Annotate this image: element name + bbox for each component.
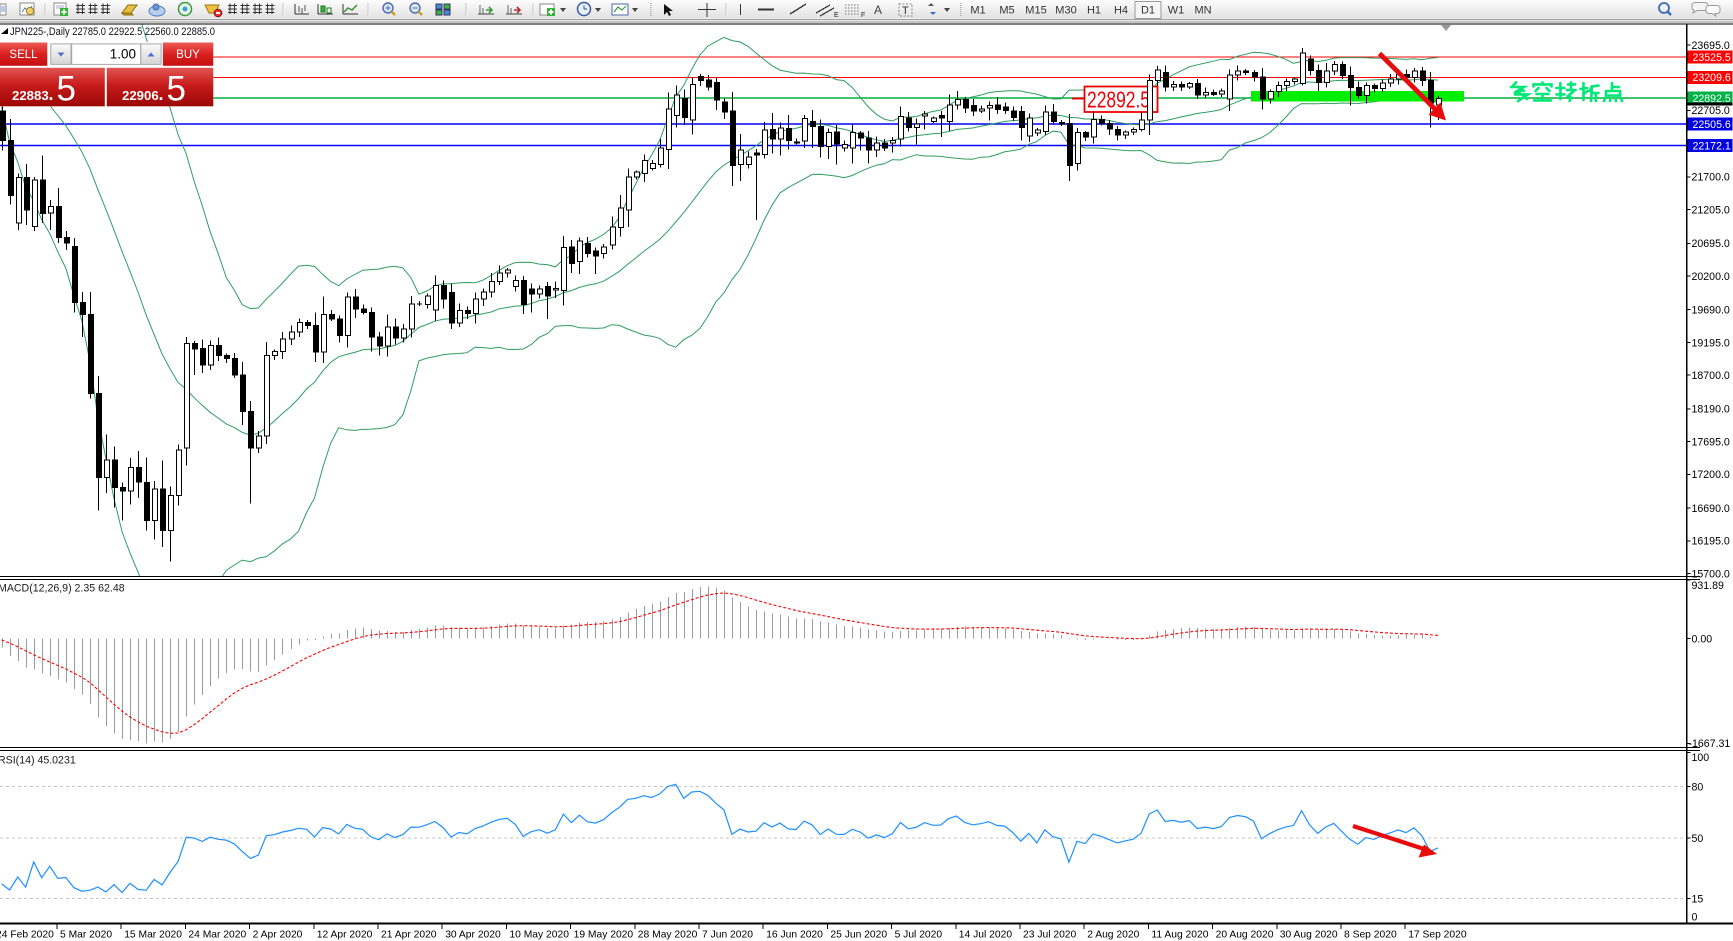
svg-text:M15: M15 (1025, 5, 1046, 17)
svg-text:22892.5: 22892.5 (1693, 93, 1731, 105)
svg-text:MACD(12,26,9) 2.35 62.48: MACD(12,26,9) 2.35 62.48 (0, 583, 125, 595)
svg-text:8 Sep 2020: 8 Sep 2020 (1344, 930, 1397, 941)
svg-text:16690.0: 16690.0 (1692, 503, 1730, 515)
svg-text:19 May 2020: 19 May 2020 (574, 930, 634, 941)
svg-text:-1667.31: -1667.31 (1689, 738, 1731, 750)
svg-text:10 May 2020: 10 May 2020 (509, 930, 569, 941)
svg-text:.: . (49, 84, 54, 104)
svg-text:1.00: 1.00 (110, 47, 136, 62)
svg-text:5 Mar 2020: 5 Mar 2020 (60, 930, 112, 941)
svg-text:50: 50 (1692, 833, 1704, 845)
svg-text:23209.6: 23209.6 (1693, 72, 1731, 84)
svg-text:BUY: BUY (176, 49, 200, 61)
svg-text:18700.0: 18700.0 (1692, 370, 1730, 382)
svg-text:17 Sep 2020: 17 Sep 2020 (1408, 930, 1467, 941)
svg-text:22705.0: 22705.0 (1692, 105, 1730, 117)
svg-text:JPN225-,Daily 22785.0 22922.5: JPN225-,Daily 22785.0 22922.5 22560.0 22… (10, 26, 215, 38)
svg-text:15: 15 (1692, 893, 1704, 905)
svg-text:SELL: SELL (9, 49, 38, 61)
svg-text:30 Aug 2020: 30 Aug 2020 (1280, 930, 1338, 941)
svg-text:F: F (861, 12, 865, 19)
svg-text:20695.0: 20695.0 (1692, 238, 1730, 250)
svg-text:W1: W1 (1168, 5, 1185, 17)
svg-text:RSI(14) 45.0231: RSI(14) 45.0231 (0, 755, 76, 767)
svg-text:15700.0: 15700.0 (1692, 568, 1730, 580)
svg-text:28 May 2020: 28 May 2020 (638, 930, 698, 941)
svg-text:22883: 22883 (12, 88, 49, 103)
svg-text:H4: H4 (1114, 5, 1128, 17)
svg-text:22906: 22906 (122, 88, 159, 103)
svg-text:MN: MN (1194, 5, 1211, 17)
svg-text:E: E (834, 12, 839, 19)
svg-text:16 Jun 2020: 16 Jun 2020 (766, 930, 823, 941)
svg-text:15 Mar 2020: 15 Mar 2020 (124, 930, 182, 941)
svg-text:80: 80 (1692, 781, 1704, 793)
svg-text:M30: M30 (1055, 5, 1076, 17)
svg-text:5: 5 (57, 70, 76, 109)
svg-text:0.00: 0.00 (1692, 634, 1713, 646)
svg-text:21205.0: 21205.0 (1692, 204, 1730, 216)
svg-text:20200.0: 20200.0 (1692, 271, 1730, 283)
svg-text:12 Apr 2020: 12 Apr 2020 (317, 930, 373, 941)
svg-text:A: A (874, 3, 882, 17)
svg-text:20 Aug 2020: 20 Aug 2020 (1216, 930, 1274, 941)
svg-text:7 Jun 2020: 7 Jun 2020 (702, 930, 753, 941)
svg-text:23 Jul 2020: 23 Jul 2020 (1023, 930, 1077, 941)
svg-text:5 Jul 2020: 5 Jul 2020 (895, 930, 943, 941)
svg-text:18190.0: 18190.0 (1692, 404, 1730, 416)
svg-text:30 Apr 2020: 30 Apr 2020 (445, 930, 501, 941)
svg-text:0: 0 (1692, 912, 1698, 924)
svg-text:2 Aug 2020: 2 Aug 2020 (1087, 930, 1139, 941)
svg-text:5: 5 (167, 70, 186, 109)
svg-text:M5: M5 (999, 5, 1014, 17)
svg-text:.: . (159, 84, 164, 104)
svg-text:25 Jun 2020: 25 Jun 2020 (830, 930, 887, 941)
svg-text:11 Aug 2020: 11 Aug 2020 (1151, 930, 1208, 941)
svg-text:23695.0: 23695.0 (1692, 40, 1730, 52)
svg-text:19690.0: 19690.0 (1692, 305, 1730, 317)
svg-text:931.89: 931.89 (1692, 580, 1725, 592)
svg-text:22505.6: 22505.6 (1693, 119, 1731, 131)
svg-text:19195.0: 19195.0 (1692, 337, 1730, 349)
svg-text:14 Jul 2020: 14 Jul 2020 (959, 930, 1013, 941)
svg-text:2 Apr 2020: 2 Apr 2020 (253, 930, 303, 941)
svg-text:22892.5: 22892.5 (1087, 87, 1150, 113)
svg-text:16195.0: 16195.0 (1692, 536, 1730, 548)
svg-text:H1: H1 (1087, 5, 1101, 17)
svg-text:D1: D1 (1141, 5, 1155, 17)
svg-text:100: 100 (1692, 752, 1710, 764)
svg-text:23525.5: 23525.5 (1693, 52, 1731, 64)
svg-text:M1: M1 (970, 5, 985, 17)
svg-text:T: T (902, 5, 909, 17)
svg-text:17695.0: 17695.0 (1692, 436, 1730, 448)
svg-text:21 Apr 2020: 21 Apr 2020 (381, 930, 437, 941)
svg-text:17200.0: 17200.0 (1692, 469, 1730, 481)
svg-text:24 Mar 2020: 24 Mar 2020 (188, 930, 246, 941)
svg-text:21700.0: 21700.0 (1692, 172, 1730, 184)
svg-text:22172.1: 22172.1 (1693, 140, 1731, 152)
svg-text:24 Feb 2020: 24 Feb 2020 (0, 930, 54, 941)
